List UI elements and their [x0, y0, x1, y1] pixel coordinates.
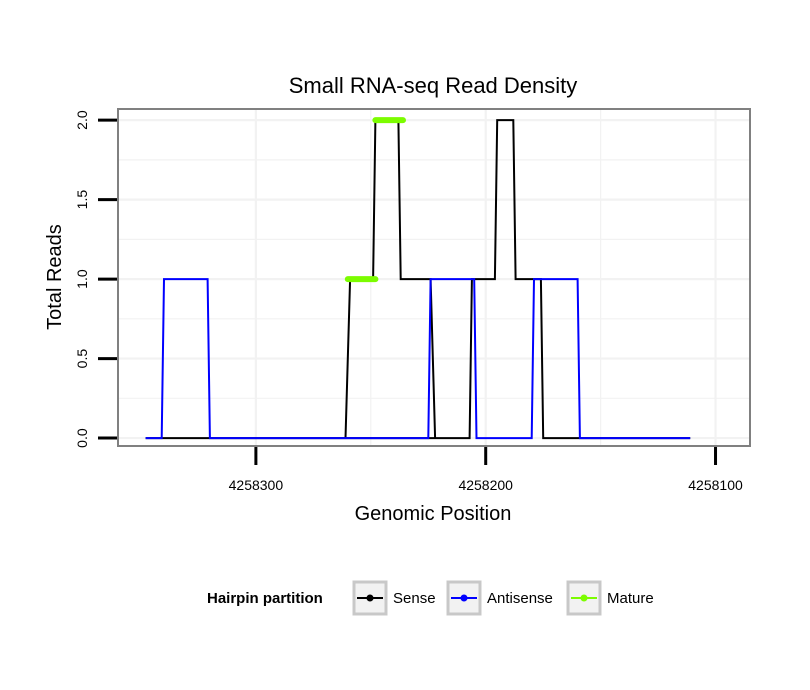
legend-dot [366, 594, 374, 602]
y-tick-label: 1.5 [74, 190, 90, 210]
legend-item-antisense: Antisense [446, 580, 553, 616]
x-axis-label: Genomic Position [355, 503, 512, 525]
legend-item-mature: Mature [566, 580, 654, 616]
x-axis: 4258300 4258200 4258100 [229, 447, 743, 493]
y-tick-label: 0.5 [74, 349, 90, 369]
y-tick-label: 1.0 [74, 269, 90, 289]
y-axis: 0.0 0.5 1.0 1.5 2.0 [74, 110, 117, 448]
legend-dot [580, 594, 588, 602]
series-layer [145, 117, 691, 440]
x-tick-label: 4258300 [229, 477, 284, 493]
y-tick-label: 2.0 [74, 110, 90, 130]
y-axis-label: Total Reads [44, 224, 66, 330]
series-line-antisense [145, 278, 691, 440]
legend-label: Mature [607, 590, 654, 607]
legend-title: Hairpin partition [207, 590, 323, 607]
plot-border [117, 108, 751, 447]
y-tick-label: 0.0 [74, 428, 90, 448]
x-tick-label: 4258200 [458, 477, 513, 493]
legend-dot [460, 594, 468, 602]
legend-item-sense: Sense [352, 580, 436, 616]
legend-label: Antisense [487, 590, 553, 607]
x-tick-label: 4258100 [688, 477, 743, 493]
legend-label: Sense [393, 590, 436, 607]
legend: Hairpin partition Sense Antisense Mature [207, 580, 654, 616]
chart-title: Small RNA-seq Read Density [289, 73, 578, 98]
